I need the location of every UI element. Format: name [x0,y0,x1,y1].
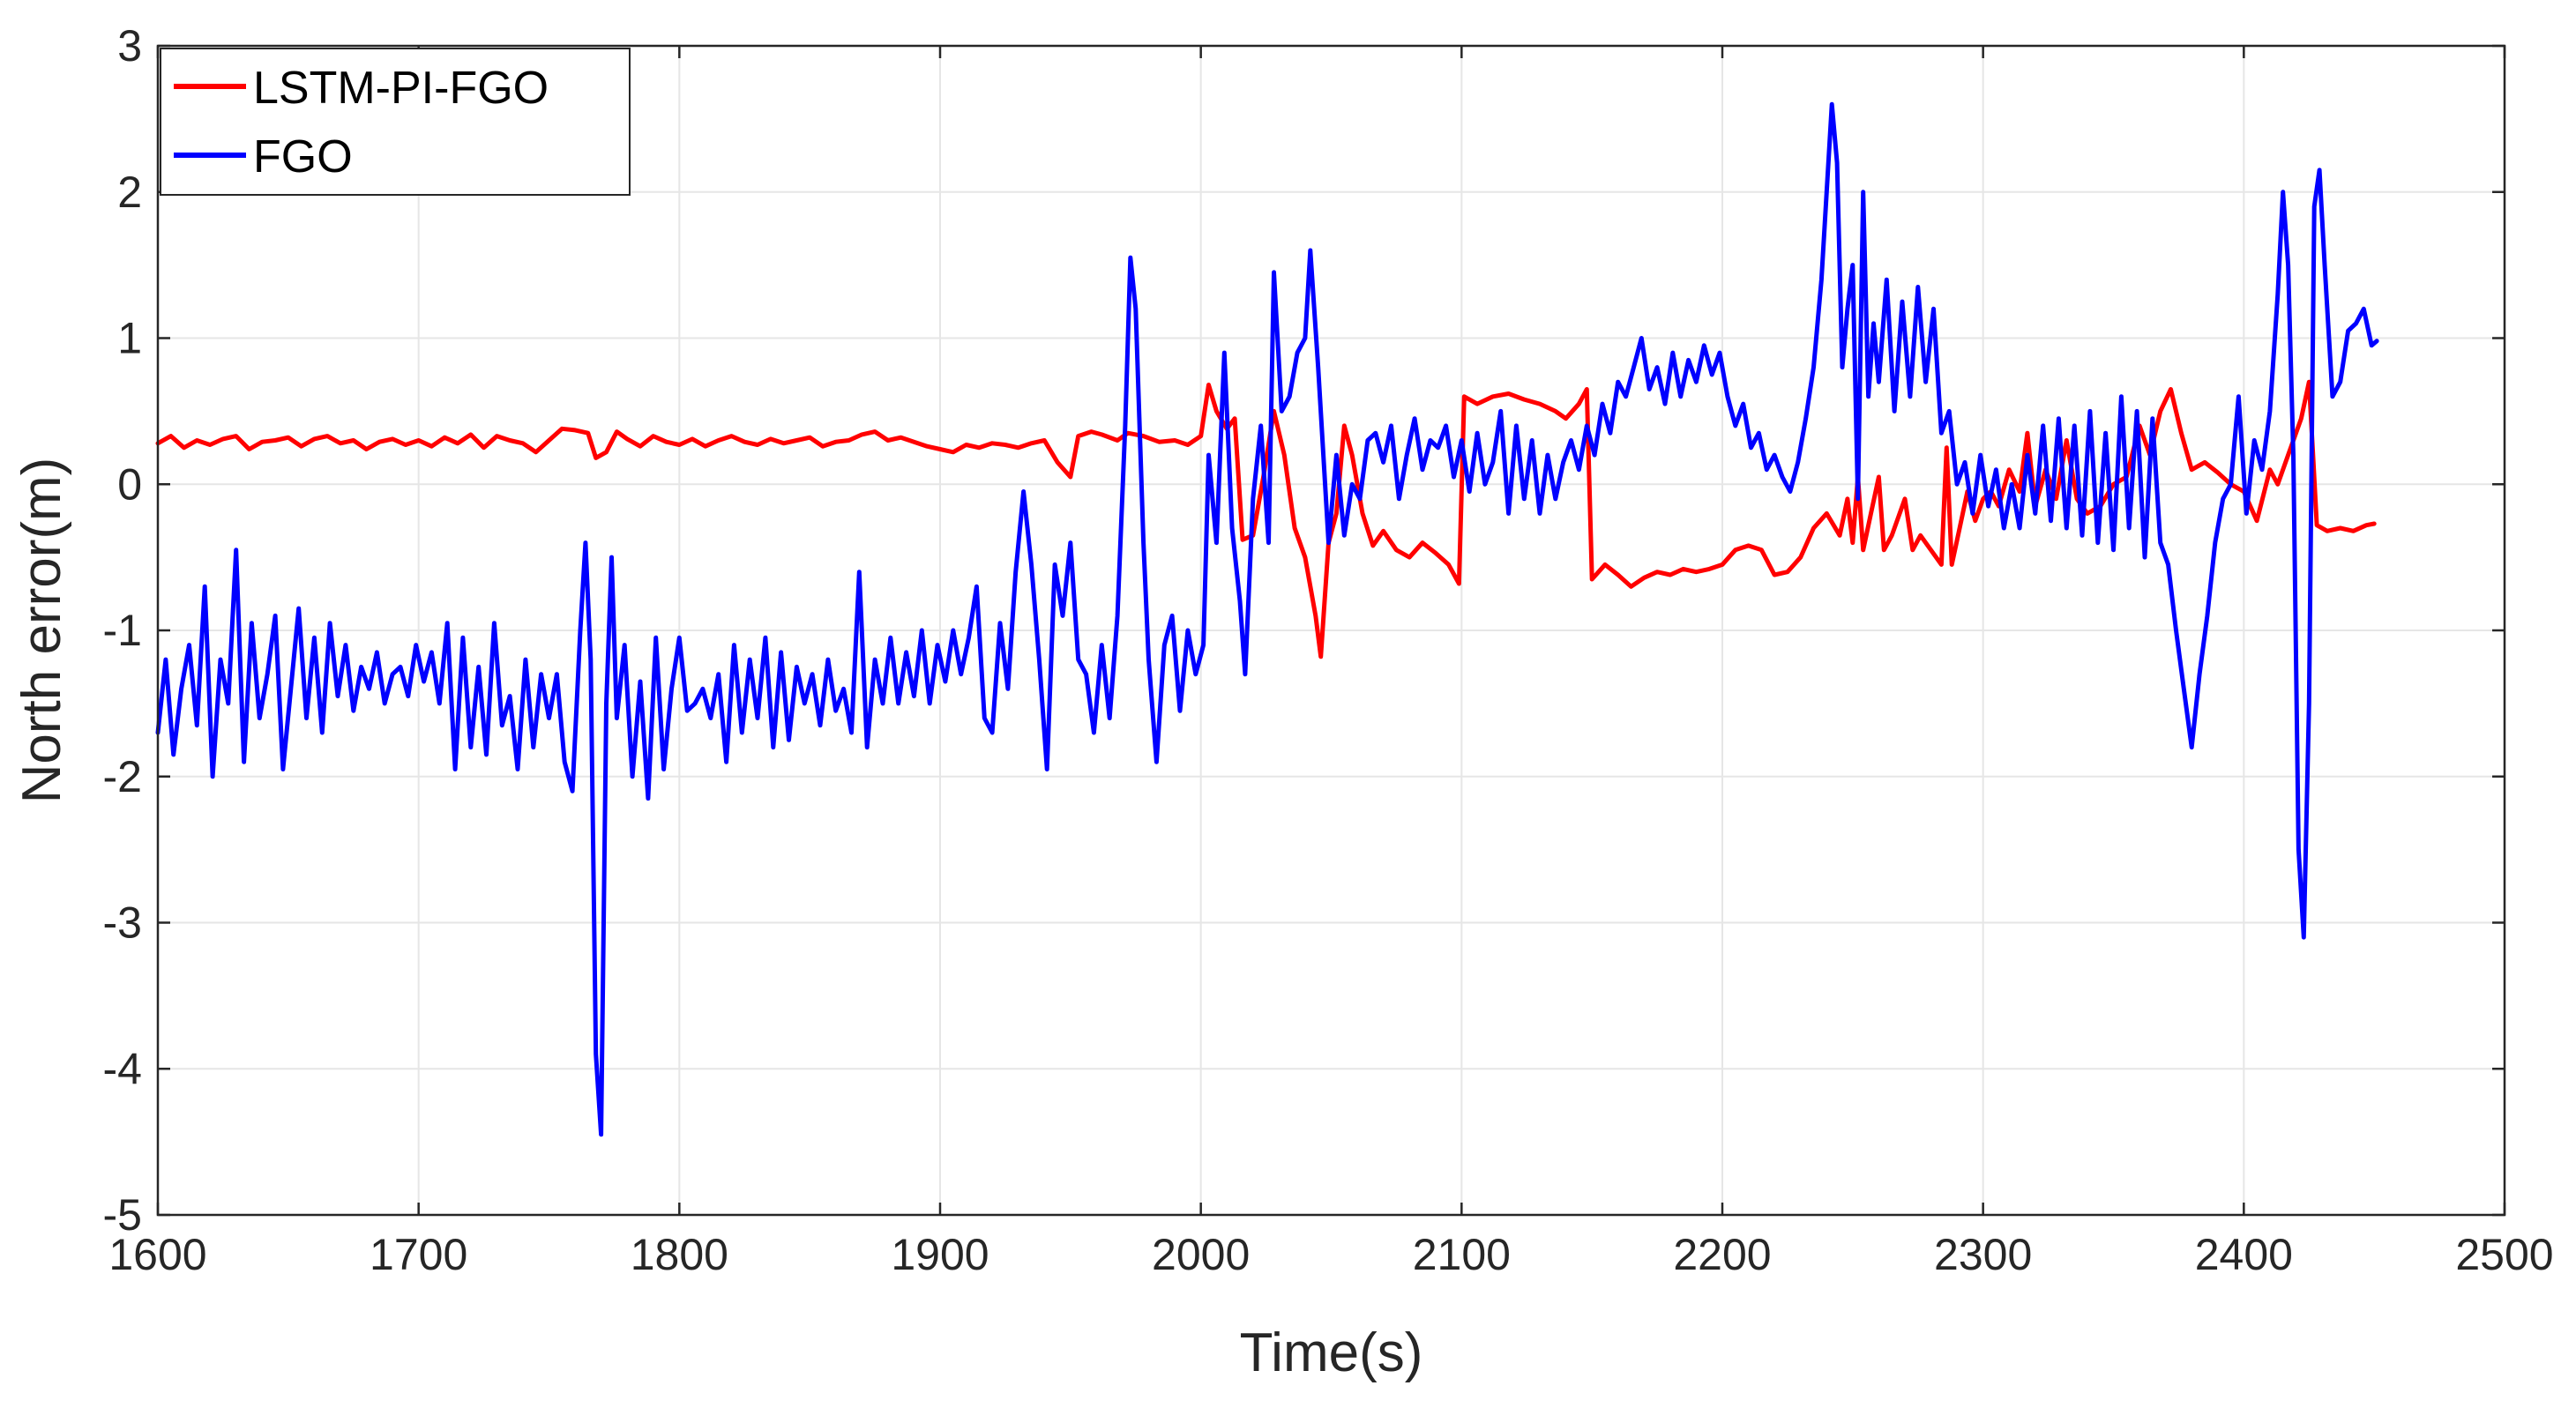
x-axis-label: Time(s) [1240,1322,1423,1383]
series-line-lstm-pi-fgo [155,379,2377,659]
x-tick-label: 2400 [2195,1230,2293,1279]
x-tick-label: 1600 [108,1230,206,1279]
x-tick-labels: 1600 1700 1800 1900 2000 2100 2200 2300 2400 2500 [108,1230,2553,1279]
series-layer [155,101,2379,1137]
x-tick-label: 1700 [370,1230,467,1279]
y-tick-label: -3 [103,898,142,948]
y-tick-label: 3 [117,21,142,71]
y-tick-labels: -5 -4 -3 -2 -1 0 1 2 3 [103,21,142,1240]
y-axis-label: North error(m) [11,458,72,804]
legend: LSTM-PI-FGO FGO [160,48,631,196]
legend-box [160,48,631,196]
y-tick-label: -5 [103,1190,142,1240]
x-tick-label: 1800 [631,1230,728,1279]
x-tick-label: 2300 [1934,1230,2032,1279]
y-tick-label: -4 [103,1044,142,1093]
legend-entry-lstm-pi-fgo: LSTM-PI-FGO [253,63,549,114]
y-tick-label: 1 [117,314,142,363]
x-tick-label: 1900 [891,1230,989,1279]
y-tick-label: 2 [117,168,142,217]
legend-entry-fgo: FGO [253,131,353,183]
x-tick-label: 2500 [2455,1230,2553,1279]
x-tick-label: 2200 [1673,1230,1771,1279]
y-tick-label: -1 [103,606,142,655]
series-line-fgo [155,101,2379,1137]
y-tick-label: 0 [117,459,142,509]
y-tick-label: -2 [103,752,142,801]
x-tick-label: 2000 [1152,1230,1250,1279]
x-tick-label: 2100 [1413,1230,1511,1279]
